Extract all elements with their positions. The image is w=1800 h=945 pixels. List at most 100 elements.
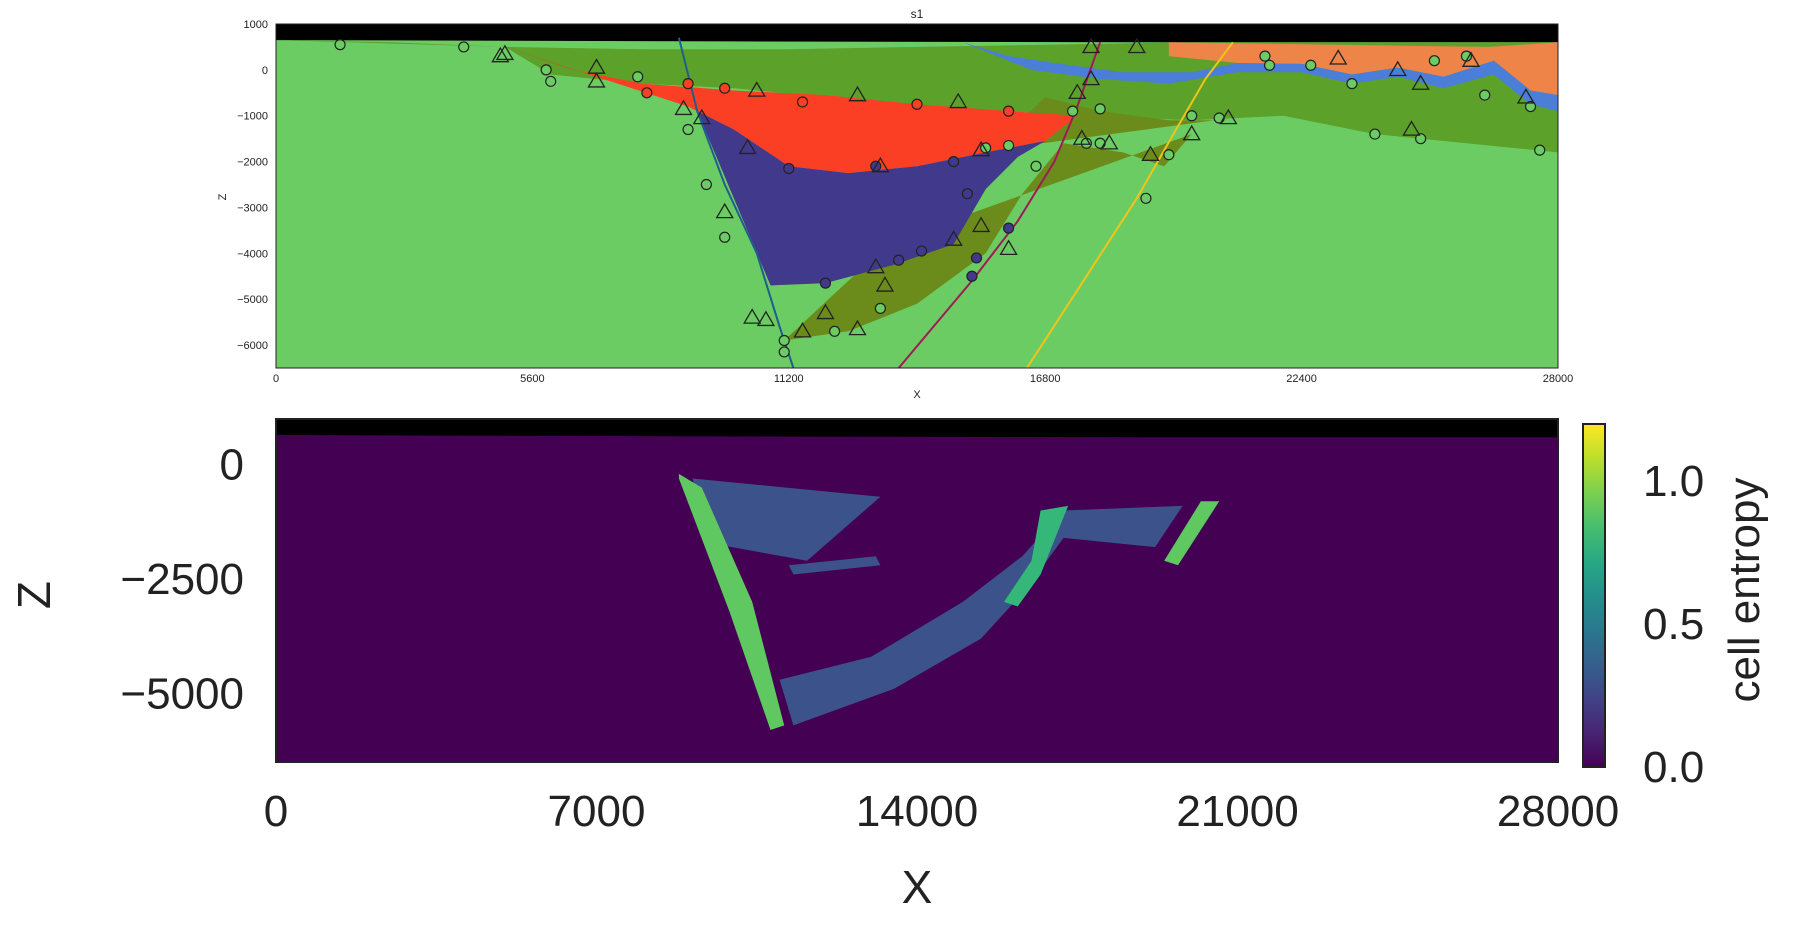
data-point-triangle (756, 310, 776, 327)
data-point-circle (1305, 59, 1317, 71)
data-point-circle (819, 277, 832, 289)
data-point-circle (1259, 50, 1271, 62)
top-x-tick-label: 11200 (774, 373, 804, 385)
data-point-triangle (1411, 74, 1430, 90)
top-x-tick-label: 16800 (1030, 373, 1061, 385)
bottom-x-tick-label: 14000 (856, 787, 978, 836)
data-point-circle (1213, 112, 1225, 124)
data-point-circle (1002, 139, 1015, 152)
data-point-circle (632, 71, 644, 83)
top-y-tick-label: 1000 (244, 19, 268, 31)
data-point-circle (948, 156, 960, 168)
data-point-circle (1002, 105, 1015, 117)
bottom-x-tick-label: 28000 (1497, 787, 1619, 836)
data-point-circle (1094, 137, 1106, 149)
top-y-tick-label: 0 (262, 65, 268, 77)
entropy-region-middle-strip (788, 556, 881, 575)
data-point-circle (1428, 55, 1440, 67)
data-point-circle (970, 252, 983, 264)
data-point-circle (700, 178, 712, 191)
fault-2-line (897, 41, 1102, 369)
data-point-circle (682, 123, 694, 136)
data-point-triangle (1182, 124, 1201, 141)
bottom-y-tick-label: −5000 (120, 669, 244, 718)
colorbar-tick-label: 1.0 (1643, 457, 1704, 506)
data-point-triangle (1388, 60, 1407, 77)
data-point-circle (961, 188, 973, 200)
data-point-triangle (793, 322, 812, 338)
data-point-circle (874, 302, 886, 314)
data-point-triangle (866, 257, 885, 274)
data-point-circle (1263, 59, 1276, 71)
data-point-circle (1002, 222, 1015, 234)
data-point-circle (915, 245, 928, 257)
layer-red (504, 46, 1078, 174)
data-point-triangle (944, 230, 963, 246)
colorbar-label: cell entropy (1720, 477, 1769, 702)
data-point-triangle (1516, 88, 1536, 104)
entropy-region-lower-band (779, 505, 1183, 726)
top-axes: 0 5600 11200 16800 22400 28000 1000 0 −1000 −2000… (237, 19, 1573, 385)
bottom-y-tick-label: −2500 (120, 555, 244, 604)
colorbar-tick-label: 0.0 (1643, 743, 1704, 792)
bottom-x-tick-label: 7000 (548, 787, 646, 836)
fault-3-line (1026, 41, 1234, 369)
bottom-y-axis-label: Z (8, 581, 60, 609)
data-point-circle (911, 98, 923, 110)
data-point-triangle (1081, 37, 1101, 54)
fault-1-line (677, 37, 795, 369)
data-point-circle (1524, 100, 1537, 113)
data-point-triangle (1329, 49, 1348, 65)
data-point-circle (719, 231, 731, 243)
data-point-triangle (1081, 69, 1101, 86)
data-point-circle (1415, 133, 1427, 145)
data-point-circle (796, 96, 809, 108)
data-point-triangle (1127, 37, 1146, 54)
bottom-y-tick-label: 0 (220, 441, 244, 490)
data-point-triangle (971, 216, 991, 233)
entropy-region-fault-1-band (678, 473, 785, 730)
data-point-triangle (747, 81, 766, 97)
layer-purple (697, 111, 1046, 286)
data-point-triangle (875, 276, 895, 292)
top-y-tick-label: −5000 (237, 294, 268, 306)
data-point-circle (1479, 89, 1491, 101)
data-point-circle (719, 82, 731, 94)
data-point-circle (893, 254, 905, 266)
top-title: s1 (911, 7, 924, 21)
data-point-circle (1186, 110, 1198, 122)
data-point-circle (1163, 149, 1175, 161)
data-point-triangle (1402, 120, 1421, 136)
top-x-tick-label: 22400 (1286, 373, 1317, 385)
data-point-triangle (816, 303, 835, 320)
data-point-circle (966, 270, 978, 282)
data-point-triangle (738, 138, 757, 155)
data-point-triangle (674, 99, 693, 116)
entropy-region-fault-3-band (1164, 501, 1220, 566)
bottom-heatmap (276, 419, 1558, 762)
data-point-circle (1534, 144, 1546, 156)
bottom-x-tick-label: 0 (264, 787, 288, 836)
data-point-triangle (1461, 51, 1481, 67)
top-y-tick-label: −1000 (237, 111, 268, 123)
top-x-tick-label: 0 (273, 373, 279, 385)
top-x-tick-label: 28000 (1543, 373, 1574, 385)
data-point-circle (540, 64, 552, 76)
data-point-circle (682, 78, 694, 90)
data-point-circle (1369, 128, 1381, 140)
top-markers (334, 37, 1546, 358)
top-faults (677, 37, 1234, 369)
top-y-axis-label: Z (217, 193, 229, 200)
top-y-tick-label: −2000 (237, 157, 268, 169)
heatmap-topography (276, 419, 1558, 438)
data-point-triangle (692, 108, 711, 125)
data-point-triangle (1100, 133, 1119, 150)
data-point-triangle (715, 202, 734, 219)
data-point-circle (334, 39, 346, 51)
data-point-triangle (848, 85, 867, 102)
data-point-circle (778, 334, 790, 347)
top-x-tick-label: 5600 (520, 373, 544, 385)
